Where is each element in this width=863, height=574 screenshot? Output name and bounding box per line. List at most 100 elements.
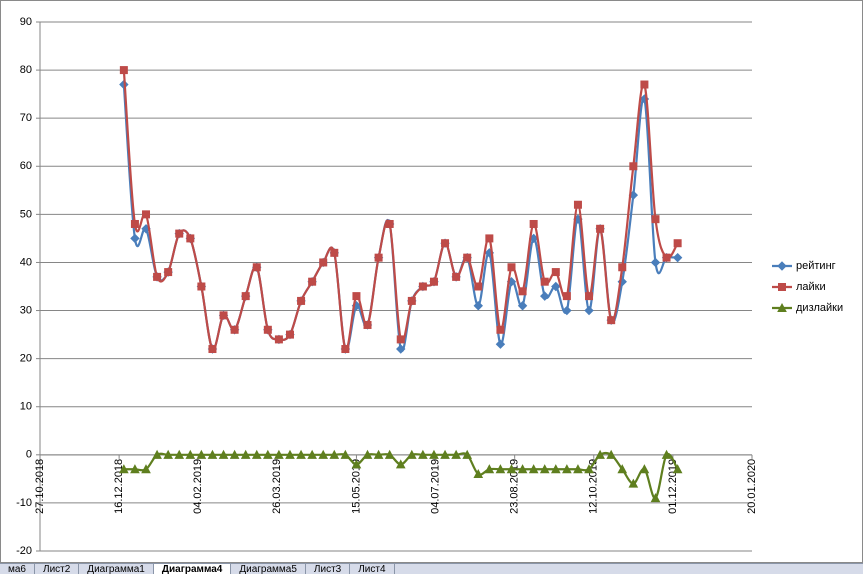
point: [208, 345, 217, 354]
point: [650, 493, 661, 503]
point: [474, 282, 483, 291]
point: [562, 464, 572, 474]
point: [230, 325, 239, 334]
sheet-tab[interactable]: ма6: [0, 564, 35, 574]
point: [496, 325, 505, 334]
point: [130, 464, 140, 474]
point: [263, 325, 272, 334]
point: [197, 282, 206, 291]
legend-marker: [777, 302, 787, 312]
point: [473, 468, 484, 479]
x-tick-label: 26.03.2019: [271, 459, 283, 514]
point: [662, 253, 671, 262]
point: [318, 449, 329, 459]
point: [330, 248, 339, 257]
sheet-tab[interactable]: Лист2: [35, 564, 80, 574]
point: [550, 464, 561, 474]
legend-marker: [777, 261, 787, 271]
sheet-tab[interactable]: Лист4: [350, 564, 395, 574]
point: [385, 219, 394, 228]
point: [373, 449, 384, 459]
x-tick-label: 27.10.2018: [34, 459, 46, 514]
point: [186, 234, 195, 243]
point: [285, 449, 295, 459]
sheet-tab[interactable]: Диаграмма5: [231, 564, 306, 574]
y-tick-label: 80: [20, 64, 32, 76]
x-tick-label: 04.02.2019: [192, 459, 204, 514]
point: [174, 449, 185, 459]
point: [153, 272, 162, 281]
point: [606, 449, 617, 459]
x-tick-label: 20.01.2020: [746, 459, 758, 514]
point: [640, 80, 649, 89]
point: [629, 162, 638, 171]
x-tick-label: 04.07.2019: [429, 459, 441, 514]
point: [506, 464, 517, 474]
point: [297, 296, 306, 305]
point: [130, 219, 139, 228]
point: [452, 272, 461, 281]
point: [119, 66, 128, 75]
point: [429, 277, 438, 286]
point: [363, 320, 372, 329]
x-tick-label: 15.05.2019: [350, 459, 362, 514]
point: [175, 229, 184, 238]
point: [596, 224, 605, 233]
y-tick-label: 60: [20, 160, 32, 172]
point: [329, 449, 340, 459]
point: [241, 292, 250, 301]
point: [384, 449, 395, 459]
y-tick-label: 40: [20, 256, 32, 268]
point: [573, 464, 583, 474]
point: [319, 258, 328, 267]
point: [585, 292, 594, 301]
y-tick-label: 0: [26, 449, 32, 461]
point: [396, 344, 406, 354]
legend-label: рейтинг: [796, 260, 836, 272]
point: [263, 449, 273, 459]
point: [495, 339, 506, 349]
point: [152, 449, 162, 459]
point: [229, 449, 240, 459]
point: [274, 335, 283, 344]
point: [639, 464, 650, 474]
sheet-tab[interactable]: Диаграмма4: [153, 564, 232, 574]
point: [418, 282, 427, 291]
point: [584, 305, 594, 316]
point: [351, 459, 362, 469]
point: [374, 253, 383, 262]
point: [451, 449, 461, 459]
point: [495, 464, 506, 474]
point: [517, 464, 528, 474]
y-tick-label: 30: [20, 304, 32, 316]
point: [584, 464, 594, 474]
point: [418, 449, 428, 459]
point: [251, 449, 262, 459]
legend-label: дизлайки: [796, 302, 843, 314]
point: [119, 464, 129, 474]
point: [518, 287, 527, 296]
point: [517, 301, 528, 311]
point: [651, 215, 660, 224]
point: [463, 253, 472, 262]
point: [562, 305, 572, 316]
point: [485, 234, 494, 243]
point: [673, 239, 682, 248]
point: [207, 449, 218, 459]
point: [650, 257, 661, 268]
point: [296, 449, 306, 459]
point: [395, 459, 406, 469]
point: [307, 449, 317, 459]
point: [274, 449, 284, 459]
point: [484, 464, 495, 474]
point: [196, 449, 207, 459]
point: [672, 252, 683, 263]
point: [352, 292, 361, 301]
sheet-tab[interactable]: Лист3: [306, 564, 351, 574]
point: [507, 263, 516, 272]
point: [285, 330, 294, 339]
sheet-tab[interactable]: Диаграмма1: [79, 564, 154, 574]
y-tick-label: 20: [20, 353, 32, 365]
y-tick-label: -20: [16, 545, 32, 557]
